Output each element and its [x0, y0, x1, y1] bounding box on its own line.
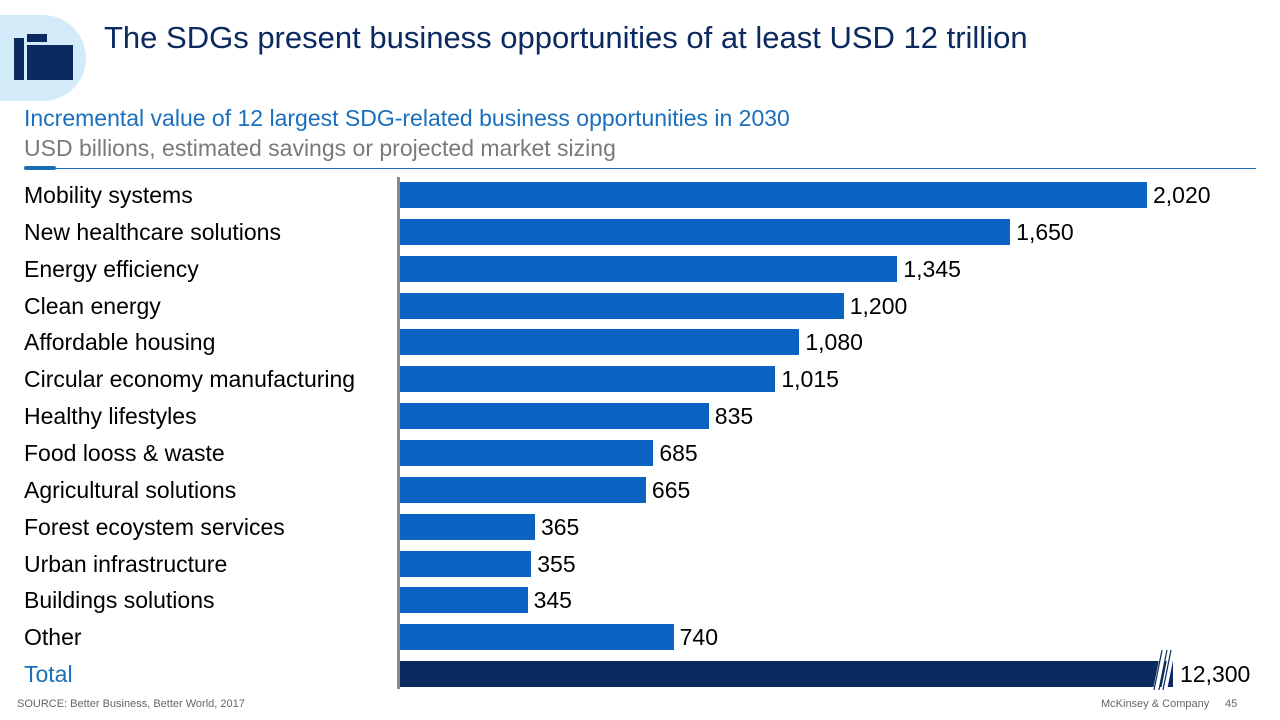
data-label: 1,345 [903, 255, 961, 282]
bar [400, 476, 646, 503]
category-label: Other [24, 624, 82, 651]
category-label: Mobility systems [24, 182, 193, 208]
data-label: 345 [533, 587, 572, 614]
category-label: Forest ecoystem services [24, 513, 285, 540]
bar [400, 513, 535, 540]
bar [400, 550, 532, 577]
category-label: Energy efficiency [24, 255, 199, 282]
chart-axis [397, 177, 400, 689]
chart-subtitle: USD billions, estimated savings or proje… [24, 135, 616, 161]
category-label: Buildings solutions [24, 587, 215, 614]
page-number: 45 [1225, 698, 1238, 710]
category-label: Circular economy manufacturing [24, 366, 356, 393]
data-label: 1,080 [805, 329, 863, 356]
chart-title: Incremental value of 12 largest SDG-rela… [24, 105, 790, 131]
bar [400, 329, 800, 356]
bar [400, 439, 654, 466]
bar [400, 587, 528, 614]
data-label: 355 [537, 550, 576, 577]
data-label: 835 [714, 403, 754, 430]
category-label: New healthcare solutions [24, 218, 281, 245]
category-label: Affordable housing [24, 329, 216, 356]
header-rule [24, 168, 1256, 169]
bar [400, 182, 1147, 208]
data-label: 2,020 [1153, 182, 1211, 208]
bar [400, 255, 898, 282]
data-label: 685 [659, 439, 698, 466]
category-label: Clean energy [24, 292, 161, 319]
category-label: Healthy lifestyles [24, 403, 197, 430]
category-label: Food looss & waste [24, 439, 225, 466]
bar [400, 292, 844, 319]
bar [400, 624, 674, 651]
total-bar [400, 661, 1173, 688]
page-title: The SDGs present business opportunities … [104, 20, 1028, 55]
data-label: 665 [651, 476, 691, 503]
data-label: 1,200 [849, 292, 908, 319]
axis-break-mark [1153, 650, 1175, 690]
source-note: SOURCE: Better Business, Better World, 2… [17, 698, 245, 710]
bar [400, 366, 776, 393]
data-label: 740 [679, 624, 719, 651]
data-label: 365 [540, 513, 580, 540]
folder-icon [14, 34, 73, 80]
category-label: Urban infrastructure [24, 550, 228, 577]
data-label: 1,650 [1016, 218, 1074, 245]
total-value-label: 12,300 [1180, 661, 1251, 688]
header-rule-accent [24, 166, 56, 170]
bar [400, 218, 1011, 245]
brand-name: McKinsey & Company [1101, 698, 1210, 710]
total-label: Total [24, 661, 73, 688]
data-label: 1,015 [781, 366, 839, 393]
bar [400, 403, 709, 430]
category-label: Agricultural solutions [24, 476, 237, 503]
